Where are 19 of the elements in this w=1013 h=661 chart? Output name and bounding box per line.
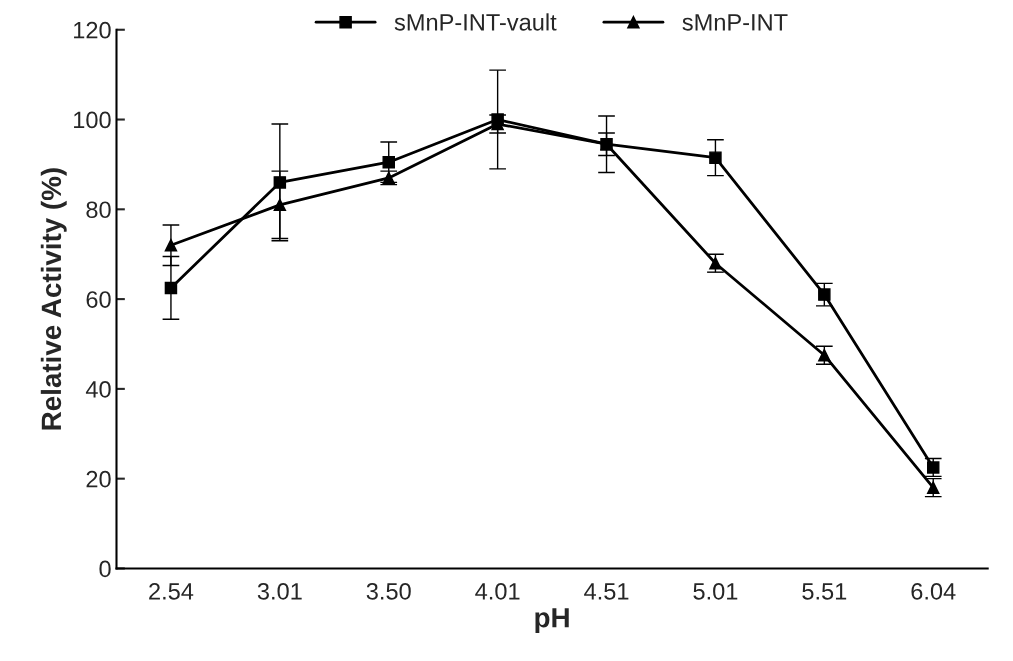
y-tick-label: 0 bbox=[99, 560, 111, 578]
x-tick-label: 5.51 bbox=[802, 583, 847, 600]
y-tick-label: 40 bbox=[85, 380, 111, 398]
y-tick-label: 60 bbox=[86, 291, 111, 308]
x-tick-label: 3.50 bbox=[366, 582, 411, 600]
y-tick-label: 100 bbox=[74, 111, 111, 129]
y-axis-title: Relative Activity (%) bbox=[40, 168, 67, 430]
y-tick-label: 120 bbox=[74, 21, 111, 39]
legend-label: sMnP-INT-vault bbox=[394, 13, 557, 31]
x-tick-label: 2.54 bbox=[149, 582, 194, 600]
x-tick-label: 5.01 bbox=[693, 582, 738, 600]
y-tick-label: 80 bbox=[86, 201, 111, 219]
x-axis-title: pH bbox=[535, 608, 569, 634]
x-tick-label: 4.01 bbox=[475, 582, 520, 600]
x-tick-label: 3.01 bbox=[257, 582, 302, 600]
x-tick-label: 4.51 bbox=[584, 583, 629, 600]
legend-label: sMnP-INT bbox=[682, 14, 788, 31]
y-tick-label: 20 bbox=[86, 470, 111, 488]
x-tick-label: 6.04 bbox=[911, 582, 956, 600]
